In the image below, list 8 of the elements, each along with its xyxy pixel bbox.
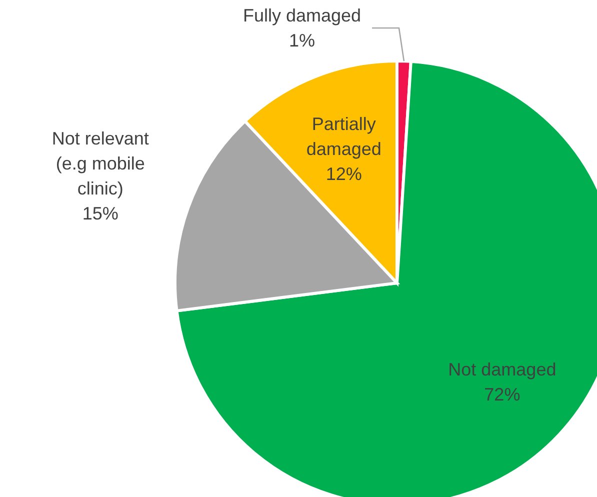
- data-label: 15%: [82, 204, 118, 224]
- slice-label: Fully damaged: [242, 6, 362, 26]
- slice-label: Not relevant (e.g mobile clinic): [52, 128, 149, 199]
- data-label: 72%: [484, 384, 520, 404]
- data-label: 1%: [288, 30, 316, 50]
- slice-label: Not damaged: [448, 359, 556, 380]
- slice-label: Partially damaged: [306, 114, 382, 159]
- data-label: 12%: [326, 164, 362, 184]
